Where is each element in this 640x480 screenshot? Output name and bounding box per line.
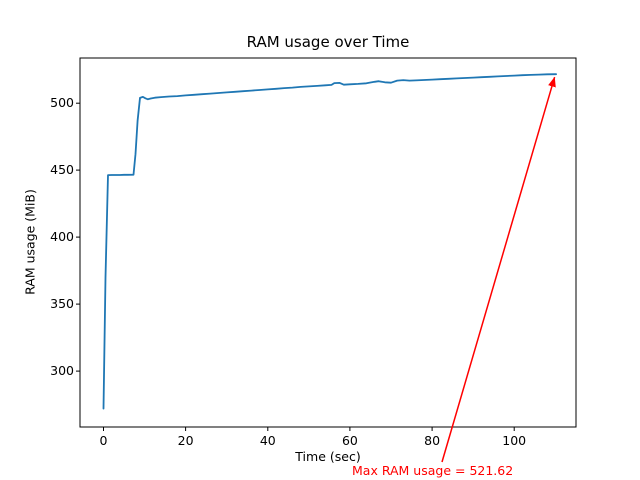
- max-ram-annotation-text: Max RAM usage = 521.62: [352, 463, 514, 478]
- x-tick-label: 0: [99, 433, 108, 448]
- y-tick-label: 350: [50, 296, 74, 312]
- y-tick-label: 300: [50, 363, 74, 379]
- ram-usage-line: [102, 73, 557, 410]
- x-tick-label: 60: [341, 433, 358, 448]
- y-tick-label: 450: [50, 162, 74, 178]
- x-tick-label: 100: [502, 433, 527, 448]
- annotation-arrow: [441, 76, 556, 463]
- x-tick-label: 40: [259, 433, 276, 448]
- x-tick-label: 20: [177, 433, 194, 448]
- y-tick-label: 400: [50, 229, 74, 245]
- chart-title: RAM usage over Time: [246, 33, 410, 51]
- plot-area: [79, 57, 577, 428]
- x-tick-label: 80: [424, 433, 441, 448]
- y-tick-label: 500: [50, 95, 74, 111]
- x-axis-label: Time (sec): [295, 449, 361, 464]
